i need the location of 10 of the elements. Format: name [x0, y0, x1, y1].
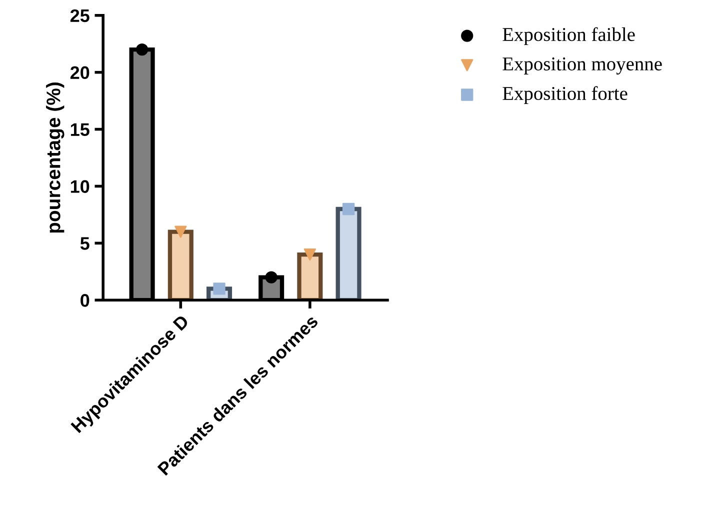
y-tick-label: 10: [70, 180, 90, 193]
y-tick-label: 0: [80, 294, 90, 307]
y-tick-label: 20: [70, 66, 90, 80]
y-tick-label: 15: [70, 123, 90, 136]
y-tick-label: 5: [80, 237, 90, 250]
legend-label: Exposition moyenne: [502, 57, 662, 74]
y-tick-label: 25: [70, 9, 90, 22]
y-axis-title: pourcentage (%): [46, 82, 64, 233]
legend-label: Exposition forte: [502, 86, 628, 104]
legend-label: Exposition faible: [502, 27, 635, 46]
